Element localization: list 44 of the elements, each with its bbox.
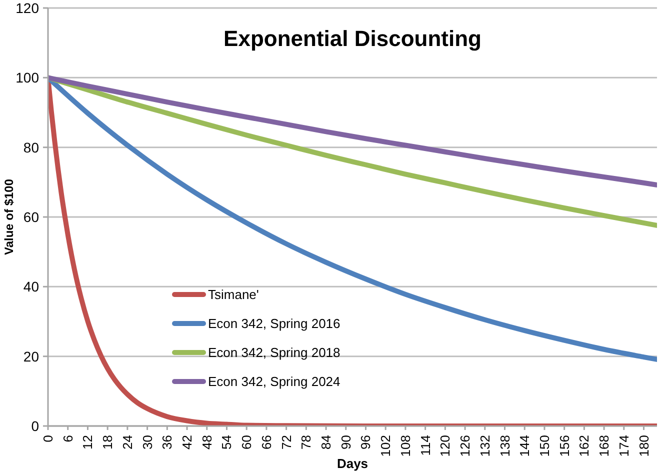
y-tick-label: 80 bbox=[23, 139, 40, 156]
legend-label: Econ 342, Spring 2016 bbox=[208, 316, 340, 331]
x-tick-label: 66 bbox=[258, 435, 274, 450]
x-tick-label: 168 bbox=[596, 435, 612, 457]
x-tick-label: 120 bbox=[438, 435, 453, 457]
x-tick-label: 138 bbox=[497, 435, 512, 457]
y-tick-label: 100 bbox=[16, 70, 40, 86]
x-axis-title: Days bbox=[336, 456, 368, 471]
y-axis-title: Value of $100 bbox=[2, 178, 16, 256]
x-tick-label: 180 bbox=[636, 435, 652, 457]
x-tick-label: 72 bbox=[278, 435, 294, 450]
y-tick-label: 120 bbox=[16, 0, 40, 16]
x-tick-label: 60 bbox=[239, 435, 254, 450]
y-tick-label: 40 bbox=[23, 278, 40, 295]
x-tick-label: 48 bbox=[199, 435, 214, 450]
x-tick-label: 132 bbox=[477, 435, 492, 457]
x-tick-label: 42 bbox=[180, 435, 195, 450]
legend-label: Tsimane' bbox=[208, 287, 259, 302]
x-tick-label: 114 bbox=[418, 435, 433, 456]
x-tick-label: 144 bbox=[517, 435, 532, 457]
x-tick-label: 90 bbox=[338, 435, 354, 450]
text: Exponential Discounting bbox=[222, 26, 482, 52]
x-tick-label: 174 bbox=[616, 435, 632, 457]
x-tick-label: 30 bbox=[140, 435, 155, 450]
x-tick-label: 0 bbox=[40, 435, 56, 442]
x-tick-label: 162 bbox=[576, 435, 592, 457]
x-tick-label: 96 bbox=[358, 435, 374, 450]
legend-label: Econ 342, Spring 2018 bbox=[208, 345, 340, 360]
x-tick-label: 84 bbox=[318, 435, 334, 450]
y-tick-label: 20 bbox=[23, 348, 40, 364]
x-tick-label: 150 bbox=[536, 435, 552, 457]
x-tick-label: 78 bbox=[298, 435, 314, 450]
x-tick-label: 18 bbox=[100, 435, 116, 450]
x-tick-label: 6 bbox=[60, 435, 76, 442]
x-tick-label: 108 bbox=[398, 435, 413, 457]
x-tick-label: 102 bbox=[378, 435, 394, 457]
x-tick-label: 36 bbox=[160, 435, 175, 450]
x-tick-label: 156 bbox=[556, 435, 572, 457]
x-tick-label: 54 bbox=[219, 435, 234, 450]
legend-label: Econ 342, Spring 2024 bbox=[208, 374, 340, 389]
x-tick-label: 12 bbox=[80, 435, 96, 450]
x-tick-label: 24 bbox=[120, 435, 135, 450]
y-tick-label: 60 bbox=[23, 209, 40, 225]
x-tick-label: 126 bbox=[458, 435, 473, 457]
